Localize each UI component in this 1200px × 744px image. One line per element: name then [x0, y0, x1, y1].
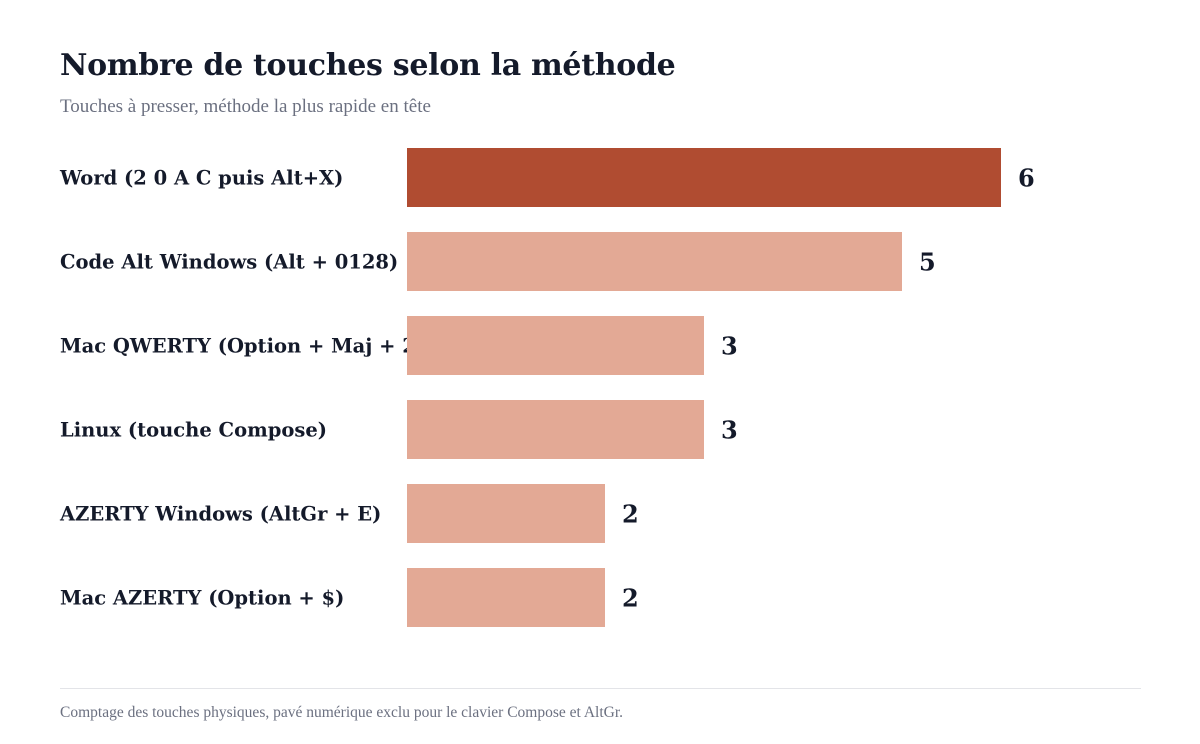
value-label: 3: [721, 332, 738, 361]
chart-title: Nombre de touches selon la méthode: [60, 48, 676, 83]
value-label: 6: [1018, 164, 1035, 193]
bar-highlighted: [407, 148, 1001, 207]
footer-divider: [60, 688, 1141, 689]
chart-subtitle: Touches à presser, méthode la plus rapid…: [60, 96, 431, 117]
value-label: 5: [919, 248, 936, 277]
bar: [407, 232, 902, 291]
bar: [407, 568, 605, 627]
category-label: Word (2 0 A C puis Alt+X): [59, 167, 343, 190]
category-label: Mac QWERTY (Option + Maj + 2): [60, 335, 425, 358]
category-label: Code Alt Windows (Alt + 0128): [60, 251, 398, 274]
value-label: 2: [622, 584, 639, 613]
footnote: Comptage des touches physiques, pavé num…: [60, 704, 624, 721]
category-label: AZERTY Windows (AltGr + E): [59, 503, 381, 526]
value-label: 3: [721, 416, 738, 445]
value-label: 2: [622, 500, 639, 529]
bar: [407, 316, 704, 375]
category-label: Linux (touche Compose): [60, 419, 327, 442]
category-label: Mac AZERTY (Option + $): [60, 587, 344, 610]
bar: [407, 400, 704, 459]
bar: [407, 484, 605, 543]
